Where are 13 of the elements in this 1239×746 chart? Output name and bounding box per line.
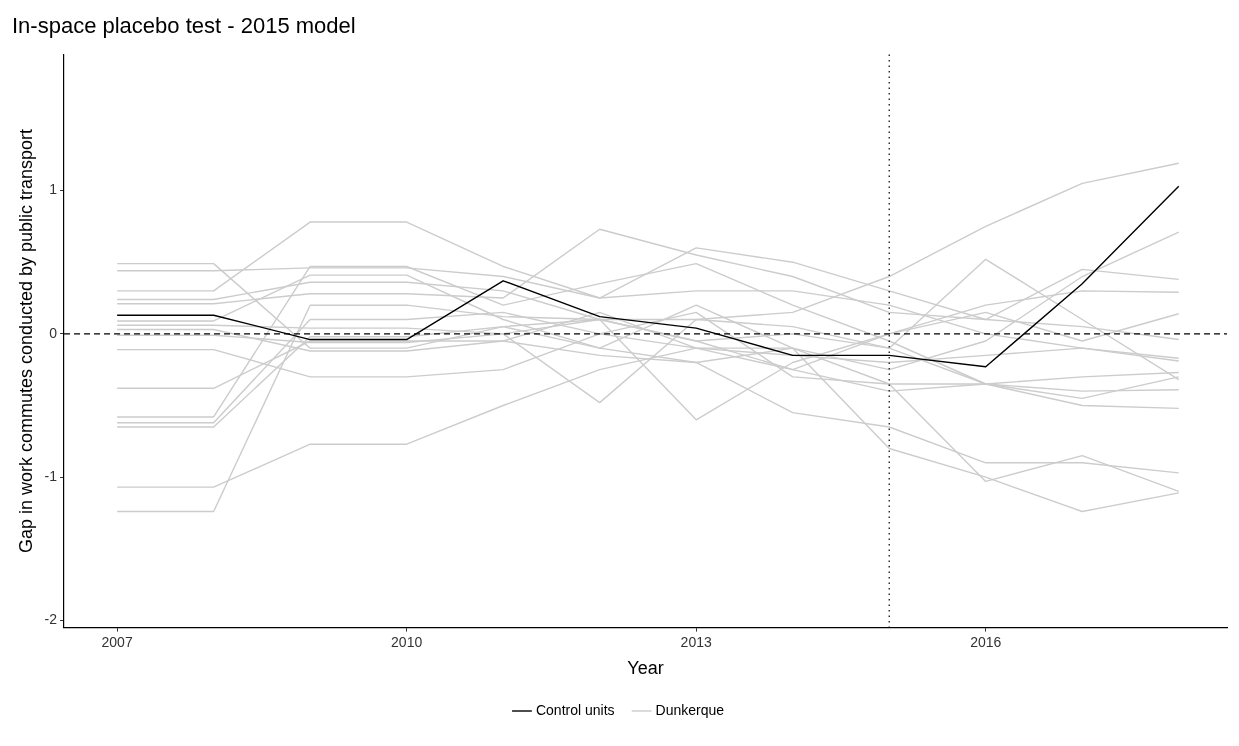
- chart-title: In-space placebo test - 2015 model: [12, 13, 356, 39]
- y-tick-label: 1: [49, 181, 58, 198]
- x-tick-label: 2007: [101, 633, 133, 650]
- x-axis-title: Year: [627, 658, 664, 679]
- legend-label: Control units: [535, 701, 615, 718]
- y-tick-label: -1: [44, 467, 58, 484]
- legend-label: Dunkerque: [655, 701, 725, 718]
- y-tick-label: 0: [49, 324, 58, 341]
- y-tick-label: -2: [44, 611, 58, 628]
- x-tick-label: 2013: [680, 633, 712, 650]
- y-axis-title: Gap in work commutes conducted by public transport: [15, 128, 36, 554]
- x-tick-label: 2010: [391, 633, 423, 650]
- x-tick-label: 2016: [970, 633, 1002, 650]
